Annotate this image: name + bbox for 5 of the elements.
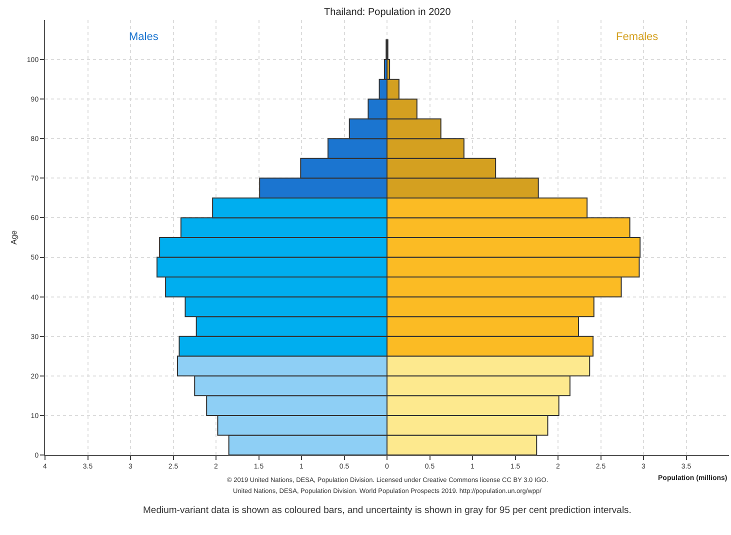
y-axis-title: Age bbox=[10, 230, 19, 245]
text: Females bbox=[616, 31, 659, 43]
text: Males bbox=[129, 31, 159, 43]
text: Medium-variant data is shown as coloured bars, and uncertainty is shown in gray for 95 per cent prediction intervals. bbox=[143, 505, 632, 516]
chart-title: Thailand: Population in 2020 bbox=[324, 7, 452, 18]
